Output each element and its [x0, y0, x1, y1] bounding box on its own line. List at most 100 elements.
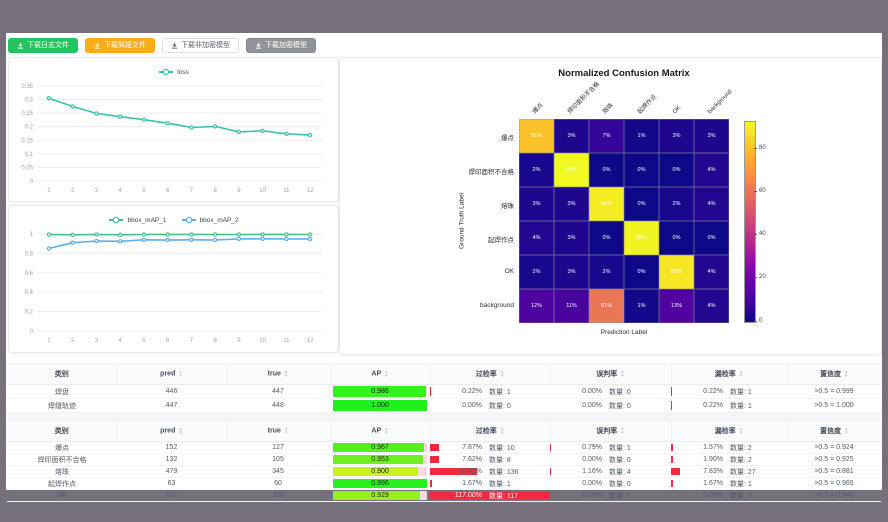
svg-text:2: 2	[71, 188, 75, 194]
toolbar-download-button-4[interactable]: 下载加密模型	[246, 37, 316, 53]
sort-icon[interactable]: ▲ ▼	[620, 426, 625, 436]
metric: 7.62% 数量: 8	[430, 454, 550, 465]
metric-percent: 0.22%	[703, 402, 723, 409]
colorbar-tick-label: 60	[759, 188, 766, 195]
sort-icon[interactable]: ▲ ▼	[283, 426, 289, 435]
metric-percent: 1.67%	[703, 480, 723, 487]
sort-icon[interactable]: ▲ ▼	[738, 426, 744, 436]
column-header-8[interactable]: 置信度 ▲ ▼	[786, 363, 881, 385]
results-table-1: 类别 pred ▲ ▼ true ▲ ▼ AP ▲ ▼ 过检率 ▲ ▼ 误判率 ▲ ▼ 漏检率 ▲ ▼ 置信度 ▲ ▼ 焊盘…	[7, 363, 881, 413]
metric-percent: 0.79%	[582, 444, 602, 451]
ap-bar-track: 0.996	[333, 479, 427, 488]
metric-count: 数量: 1	[730, 388, 752, 396]
toolbar-download-button-2[interactable]: 下载简报文件	[85, 37, 155, 53]
heatmap-cell: 0%	[624, 255, 659, 289]
heatmap-cell: 2%	[519, 153, 554, 187]
sort-icon[interactable]: ▲ ▼	[499, 426, 505, 436]
heatmap-cell: 4%	[519, 221, 554, 255]
heatmap-cell: 0%	[624, 187, 659, 221]
sort-icon[interactable]: ▲ ▼	[844, 369, 849, 379]
map-chart: 00.20.40.60.811 2 3 4 5 6 7 8 9 10 11 12	[25, 232, 322, 344]
column-header-4[interactable]: AP ▲ ▼	[329, 363, 430, 385]
column-header-label: 漏检率	[714, 428, 736, 435]
overdetect-cell: 1.67% 数量: 1	[430, 477, 550, 490]
heatmap-cell: 1%	[624, 119, 659, 153]
overdetect-cell: 0.22% 数量: 1	[430, 384, 550, 399]
toolbar-download-button-1[interactable]: 下载日志文件	[8, 37, 78, 53]
svg-text:12: 12	[307, 338, 314, 344]
heatmap-cell: 2%	[589, 255, 624, 289]
metric-count: 数量: 1	[730, 402, 752, 410]
column-header-3[interactable]: true ▲ ▼	[225, 363, 330, 385]
sort-icon[interactable]: ▲ ▼	[283, 369, 289, 378]
metric: 7.87% 数量: 10	[430, 442, 550, 453]
heatmap-cell: 12%	[519, 289, 554, 323]
column-header-5[interactable]: 过检率 ▲ ▼	[429, 363, 550, 385]
loss-chart: 00.050.10.150.20.250.30.351 2 3 4 5 6 7 8 9 10 11 1…	[21, 84, 322, 194]
column-header-3[interactable]: true ▲ ▼	[225, 420, 330, 442]
class-name-cell: 起焊作点	[7, 477, 117, 490]
column-header-4[interactable]: AP ▲ ▼	[329, 420, 430, 442]
metric-count: 数量: 1	[609, 444, 631, 452]
column-header-6[interactable]: 误判率 ▲ ▼	[549, 363, 671, 385]
sort-icon[interactable]: ▲ ▼	[178, 369, 183, 378]
svg-text:9: 9	[237, 338, 241, 344]
svg-text:2: 2	[71, 338, 75, 344]
misjudge-cell: 0.00% 数量: 0	[550, 453, 671, 466]
sort-icon[interactable]: ▲ ▼	[384, 426, 389, 435]
heatmap-cell: 4%	[694, 255, 729, 289]
ap-cell: 1.000	[330, 398, 430, 413]
column-header-1: 类别	[7, 420, 117, 442]
true-count-cell: 448	[226, 398, 330, 413]
column-header-2[interactable]: pred ▲ ▼	[116, 363, 226, 385]
column-header-7[interactable]: 漏检率 ▲ ▼	[670, 363, 787, 385]
metric-count: 数量: 0	[609, 492, 631, 500]
column-header-6[interactable]: 误判率 ▲ ▼	[549, 420, 671, 442]
svg-text:8: 8	[213, 188, 217, 194]
sort-icon[interactable]: ▲ ▼	[844, 426, 849, 436]
sort-icon[interactable]: ▲ ▼	[499, 369, 505, 379]
sort-icon[interactable]: ▲ ▼	[620, 369, 625, 379]
button-label: 下载简报文件	[104, 42, 146, 49]
metric-bar	[550, 443, 551, 452]
true-count-cell: 60	[226, 477, 330, 490]
svg-text:1: 1	[30, 232, 34, 238]
colorbar-tickmark	[754, 234, 757, 236]
true-count-cell: 100	[226, 489, 330, 502]
metric-count: 数量: 2	[730, 444, 752, 452]
sort-icon[interactable]: ▲ ▼	[384, 369, 389, 378]
misjudge-cell: 0.00% 数量: 0	[550, 398, 671, 413]
button-label: 下载非加密模型	[181, 42, 230, 49]
svg-text:6: 6	[166, 338, 170, 344]
sort-icon[interactable]: ▲ ▼	[738, 369, 744, 379]
button-label: 下载日志文件	[27, 42, 69, 49]
legend-label: bbox_mAP_2	[199, 216, 239, 224]
misjudge-cell: 0.00% 数量: 0	[550, 477, 671, 490]
column-header-7[interactable]: 漏检率 ▲ ▼	[670, 420, 787, 442]
legend-item-bbox_mAP_2[interactable]: bbox_mAP_2	[181, 216, 239, 224]
legend-item-bbox_mAP_1[interactable]: bbox_mAP_1	[108, 216, 167, 224]
svg-text:4: 4	[118, 188, 122, 194]
metric-bar	[430, 443, 440, 452]
ap-value: 0.953	[371, 456, 389, 463]
column-header-2[interactable]: pred ▲ ▼	[116, 420, 226, 442]
svg-text:0.35: 0.35	[21, 84, 33, 90]
metric-bar	[671, 455, 674, 464]
metric-count: 数量: 10	[489, 444, 515, 452]
metric-count: 数量: 1	[730, 480, 752, 488]
column-header-5[interactable]: 过检率 ▲ ▼	[429, 420, 550, 442]
metric: 39.42% 数量: 136	[430, 466, 550, 477]
metric-percent: 0.00%	[582, 402, 602, 409]
sort-icon[interactable]: ▲ ▼	[178, 426, 183, 435]
colorbar-tick-label: 40	[759, 231, 766, 238]
legend-label: bbox_mAP_1	[127, 216, 167, 224]
legend-item-loss[interactable]: loss	[158, 68, 189, 76]
metric-percent: 39.42%	[458, 468, 482, 475]
metric-percent: 0.00%	[582, 480, 602, 487]
table-row: 焊盘 446 447 0.986 0.22% 数量: 1 0.00% 数量: 0 0.22% 数量…	[7, 384, 881, 399]
colorbar-tickmark	[754, 191, 757, 193]
toolbar-download-button-3[interactable]: 下载非加密模型	[162, 37, 239, 53]
loss-chart-legend: loss	[9, 58, 338, 80]
column-header-8[interactable]: 置信度 ▲ ▼	[786, 420, 881, 442]
svg-text:1: 1	[47, 188, 51, 194]
